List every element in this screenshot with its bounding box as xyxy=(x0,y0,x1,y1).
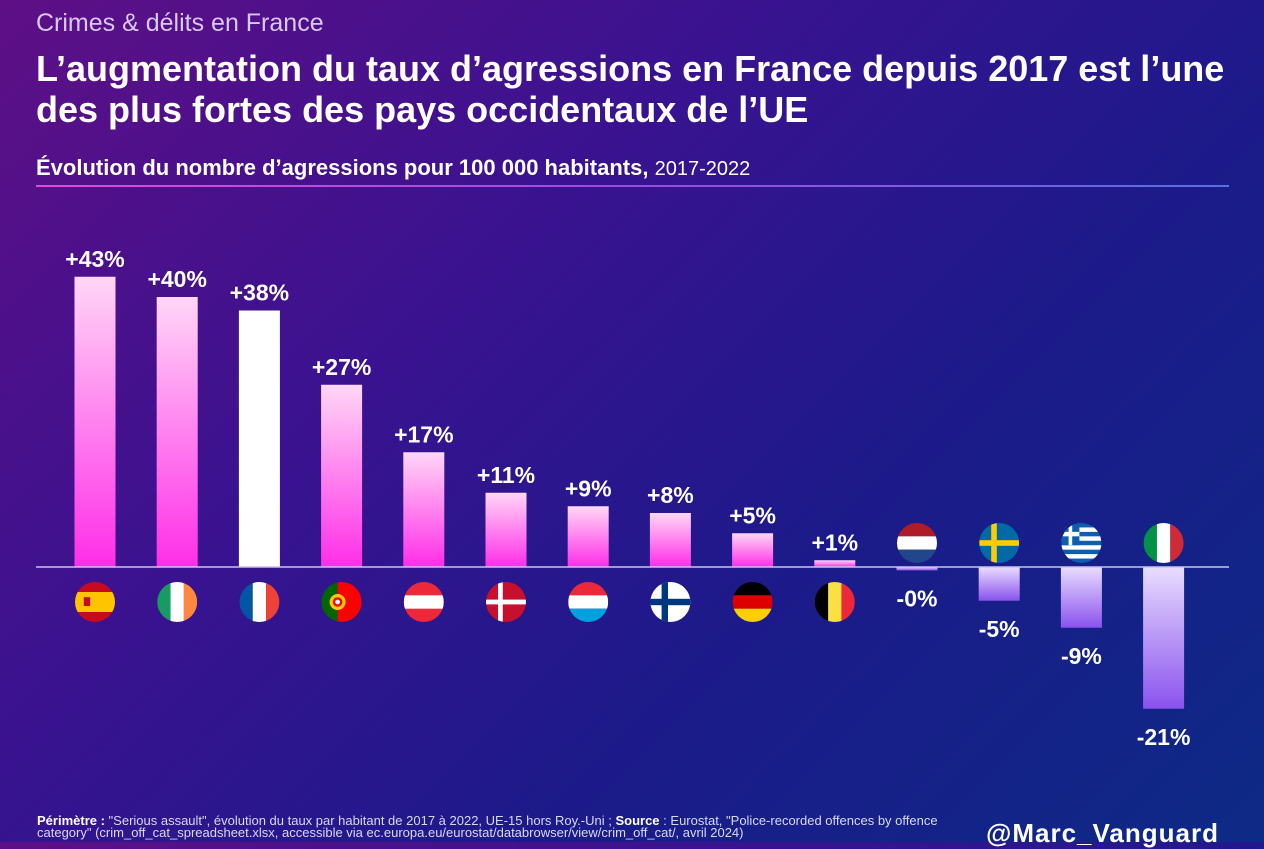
flag-netherlands-icon xyxy=(897,523,937,563)
value-label: +38% xyxy=(230,280,289,306)
value-labels-group: +43% +40% +38% +27% +17% +11% +9% +8% +5% +1% -0% -… xyxy=(65,246,1190,750)
kicker: Crimes & délits en France xyxy=(36,9,324,37)
value-label: -9% xyxy=(1061,643,1102,669)
flag-luxembourg-icon xyxy=(568,582,609,622)
flag-spain-icon xyxy=(75,582,115,622)
flag-portugal-icon xyxy=(321,582,362,622)
bar-belgique xyxy=(814,560,856,567)
chart-title: L’augmentation du taux d’agressions en F… xyxy=(36,48,1225,130)
flag-sweden-icon xyxy=(979,523,1020,563)
flag-finland-icon xyxy=(650,582,691,622)
flag-greece-icon xyxy=(1061,523,1102,563)
flag-france-icon xyxy=(239,582,280,622)
value-label: +17% xyxy=(394,421,453,447)
value-label: +5% xyxy=(729,502,776,528)
bar-danemark xyxy=(485,492,527,567)
value-label: +27% xyxy=(312,354,371,380)
subtitle-measure: Évolution du nombre d’agressions pour 10… xyxy=(36,155,649,180)
perimetre-label: Périmètre : xyxy=(37,813,105,828)
value-label: +43% xyxy=(65,246,124,272)
bars-group xyxy=(74,276,1185,709)
bar-allemagne xyxy=(732,533,774,567)
header-divider xyxy=(36,185,1229,187)
flag-ireland-icon xyxy=(157,582,198,622)
chart-subtitle: Évolution du nombre d’agressions pour 10… xyxy=(36,155,750,181)
value-label: +11% xyxy=(477,462,535,488)
flag-germany-icon xyxy=(732,582,773,622)
source-text: : Eurostat, "Police-recorded offences by… xyxy=(37,813,938,840)
bar-espagne xyxy=(74,276,116,567)
value-label: -21% xyxy=(1137,724,1191,750)
value-label: +8% xyxy=(647,482,694,508)
value-label: -0% xyxy=(897,585,938,611)
value-label: -5% xyxy=(979,616,1020,642)
bar-france xyxy=(238,310,280,567)
subtitle-years: 2017-2022 xyxy=(654,158,751,180)
value-label: +9% xyxy=(565,475,612,501)
bar-grèce xyxy=(1060,567,1102,628)
footer-note: Périmètre : "Serious assault", évolution… xyxy=(37,813,987,840)
source-label: Source xyxy=(615,813,660,828)
flag-italy-icon xyxy=(1143,523,1184,563)
value-label: +1% xyxy=(811,529,858,555)
perimetre-text: "Serious assault", évolution du taux par… xyxy=(108,813,612,828)
flag-belgium-icon xyxy=(814,582,855,622)
flags-group xyxy=(75,523,1184,622)
bar-suède xyxy=(978,567,1020,601)
value-label: +40% xyxy=(147,266,206,292)
author-handle: @Marc_Vanguard xyxy=(986,818,1219,848)
flag-denmark-icon xyxy=(486,582,526,622)
bar-italie xyxy=(1143,567,1185,709)
flag-austria-icon xyxy=(403,582,444,622)
bar-irlande xyxy=(156,297,198,567)
bar-luxembourg xyxy=(567,506,609,567)
bar-portugal xyxy=(321,384,363,567)
bar-pays-bas xyxy=(896,567,938,571)
bar-autriche xyxy=(403,452,445,567)
bar-finlande xyxy=(649,513,691,567)
